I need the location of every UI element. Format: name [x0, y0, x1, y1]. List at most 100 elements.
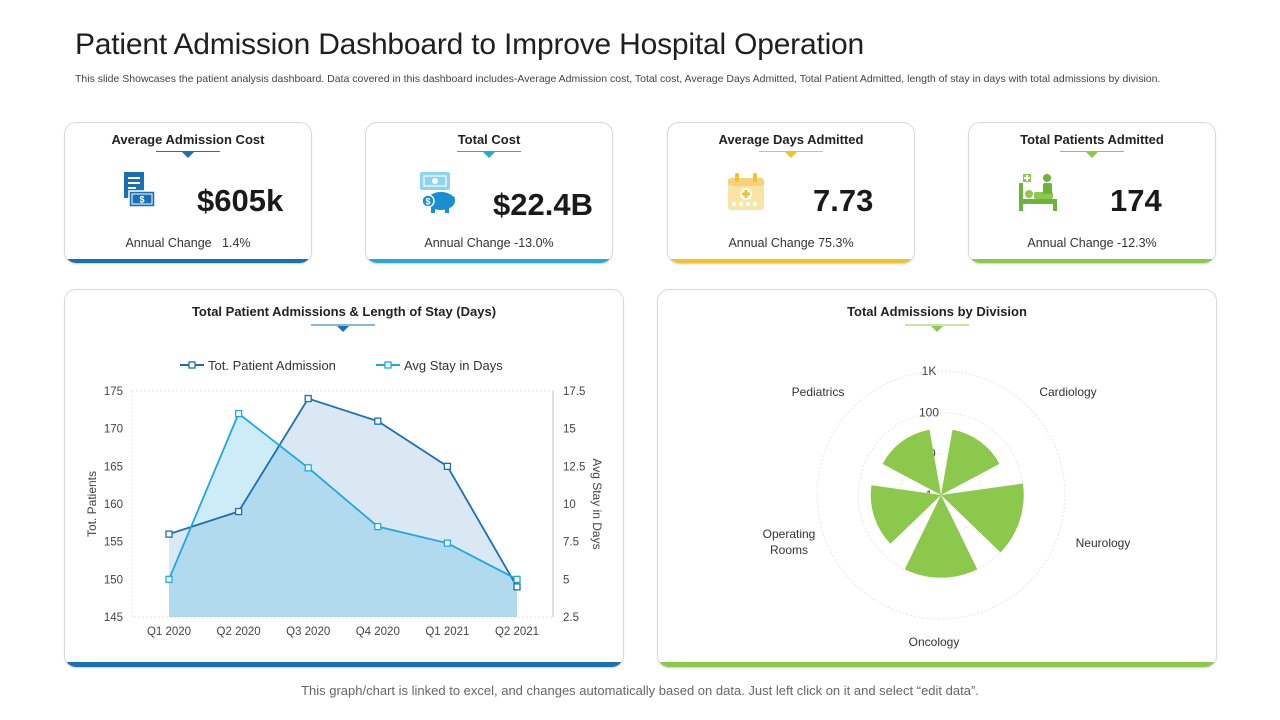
y-right-tick-label: 15	[563, 424, 576, 436]
panel-accent-bar	[658, 662, 1216, 667]
legend-label: Avg Stay in Days	[404, 358, 503, 373]
point-avg-stay	[234, 409, 243, 418]
kpi-accent-bar	[366, 259, 612, 263]
panel-accent-bar	[65, 662, 623, 667]
polar-tick-label: 1K	[922, 364, 937, 378]
x-tick-label: Q1 2020	[147, 626, 191, 638]
page-subtitle: This slide Showcases the patient analysi…	[75, 73, 1161, 85]
kpi-card-total-cost[interactable]: Total Cost $ $22.4B Annual Change -13.0%	[365, 122, 613, 264]
svg-text:$: $	[425, 197, 430, 207]
polar-category-label: Operating	[763, 527, 816, 541]
kpi-title: Average Days Admitted	[718, 132, 864, 147]
kpi-title: Total Patients Admitted	[1020, 132, 1164, 147]
wedge-neurology	[941, 483, 1024, 553]
area-avg-stay	[169, 413, 517, 617]
kpi-value: $22.4B	[493, 187, 593, 222]
y-right-tick-label: 12.5	[563, 461, 585, 473]
legend-item: Tot. Patient Admission	[180, 358, 336, 373]
wedge-oncology	[904, 495, 978, 578]
kpi-pointer	[457, 150, 521, 160]
kpi-pointer	[759, 150, 823, 160]
y-right-tick-label: 10	[563, 499, 576, 511]
polar-tick-label: 100	[919, 405, 939, 419]
kpi-value: 7.73	[813, 183, 874, 218]
point-avg-stay	[165, 575, 173, 583]
point-avg-stay	[304, 464, 312, 472]
x-tick-label: Q1 2021	[425, 626, 469, 638]
kpi-card-average-days-admitted[interactable]: Average Days Admitted 7.73 Annual Change…	[667, 122, 915, 264]
y-tick-label: 160	[104, 499, 123, 511]
point-avg-stay	[374, 522, 382, 531]
x-tick-label: Q4 2020	[356, 626, 400, 638]
chart-legend: Tot. Patient Admission Avg Stay in Days	[180, 358, 503, 373]
legend-marker	[188, 361, 196, 369]
wedge-pediatrics	[882, 429, 941, 495]
kpi-title: Average Admission Cost	[111, 132, 265, 147]
line-avg-stay	[168, 412, 518, 581]
kpi-value: 174	[1110, 183, 1162, 218]
kpi-change: Annual Change -13.0%	[424, 236, 554, 250]
admissions-stay-chart-panel: Total Patient Admissions & Length of Sta…	[64, 289, 624, 668]
page-title: Patient Admission Dashboard to Improve H…	[75, 28, 865, 61]
polar-category-label: Cardiology	[1039, 385, 1096, 399]
polar-category-label: Rooms	[770, 543, 808, 557]
line-patient-admission	[168, 397, 518, 588]
title-pointer-arrow	[931, 326, 943, 332]
legend-label: Tot. Patient Admission	[208, 358, 336, 373]
legend-item: Avg Stay in Days	[376, 358, 503, 373]
kpi-accent-bar	[668, 259, 914, 263]
y-tick-label: 175	[104, 386, 123, 398]
x-tick-label: Q2 2021	[495, 626, 539, 638]
y-tick-label: 170	[104, 424, 123, 436]
chart-title: Total Patient Admissions & Length of Sta…	[191, 304, 497, 319]
point-patient-admission	[304, 394, 312, 403]
kpi-accent-bar	[969, 259, 1215, 263]
kpi-change: Annual Change 75.3%	[728, 236, 854, 250]
y-right-tick-label: 2.5	[563, 612, 579, 624]
piggy-bank-money-icon: $	[416, 169, 462, 215]
legend-marker	[384, 361, 392, 369]
point-avg-stay	[513, 575, 521, 583]
division-polar-chart[interactable]: 1101001KCardiologyNeurologyOncologyOpera…	[658, 290, 1217, 668]
kpi-pointer	[156, 150, 220, 160]
footer-note: This graph/chart is linked to excel, and…	[301, 683, 979, 698]
kpi-pointer	[1060, 150, 1124, 160]
y-tick-label: 155	[104, 537, 123, 549]
kpi-accent-bar	[65, 259, 311, 263]
y-tick-label: 145	[104, 612, 123, 624]
area-patient-admission	[169, 398, 517, 617]
polar-category-label: Pediatrics	[792, 385, 845, 399]
kpi-value: $605k	[197, 183, 284, 218]
patient-bed-icon	[1015, 169, 1061, 215]
point-patient-admission	[513, 583, 521, 591]
svg-text:$: $	[139, 195, 144, 205]
polar-ring	[857, 411, 1025, 579]
title-pointer-arrow	[337, 326, 349, 332]
division-chart-panel: Total Admissions by Division 1101001KCar…	[657, 289, 1217, 668]
document-cash-icon: $	[119, 169, 165, 215]
point-patient-admission	[234, 507, 243, 516]
chart-title: Total Admissions by Division	[847, 304, 1027, 319]
polar-category-label: Oncology	[909, 635, 960, 649]
kpi-card-average-admission-cost[interactable]: Average Admission Cost $ $605k Annual Ch…	[64, 122, 312, 264]
y-tick-label: 150	[104, 574, 123, 586]
polar-category-label: Neurology	[1076, 536, 1131, 550]
point-avg-stay	[443, 539, 452, 547]
wedge-operating-rooms	[870, 485, 941, 544]
kpi-card-total-patients-admitted[interactable]: Total Patients Admitted 174 Annual Chang…	[968, 122, 1216, 264]
calendar-icon	[724, 169, 770, 215]
y-right-tick-label: 17.5	[563, 386, 585, 398]
x-tick-label: Q3 2020	[286, 626, 330, 638]
y-right-tick-label: 5	[563, 574, 569, 586]
y-tick-label: 165	[104, 461, 123, 473]
y-axis-title: Tot. Patients	[85, 471, 99, 537]
point-patient-admission	[443, 462, 452, 470]
y-right-axis-title: Avg Stay in Days	[590, 458, 604, 549]
point-patient-admission	[165, 530, 173, 538]
kpi-title: Total Cost	[457, 132, 521, 147]
kpi-change: Annual Change -12.3%	[1027, 236, 1157, 250]
wedge-cardiology	[941, 429, 1000, 495]
polar-ring	[816, 370, 1066, 620]
point-patient-admission	[374, 417, 382, 425]
admissions-stay-chart[interactable]: Tot. Patient Admission Avg Stay in Days 14…	[65, 290, 624, 668]
